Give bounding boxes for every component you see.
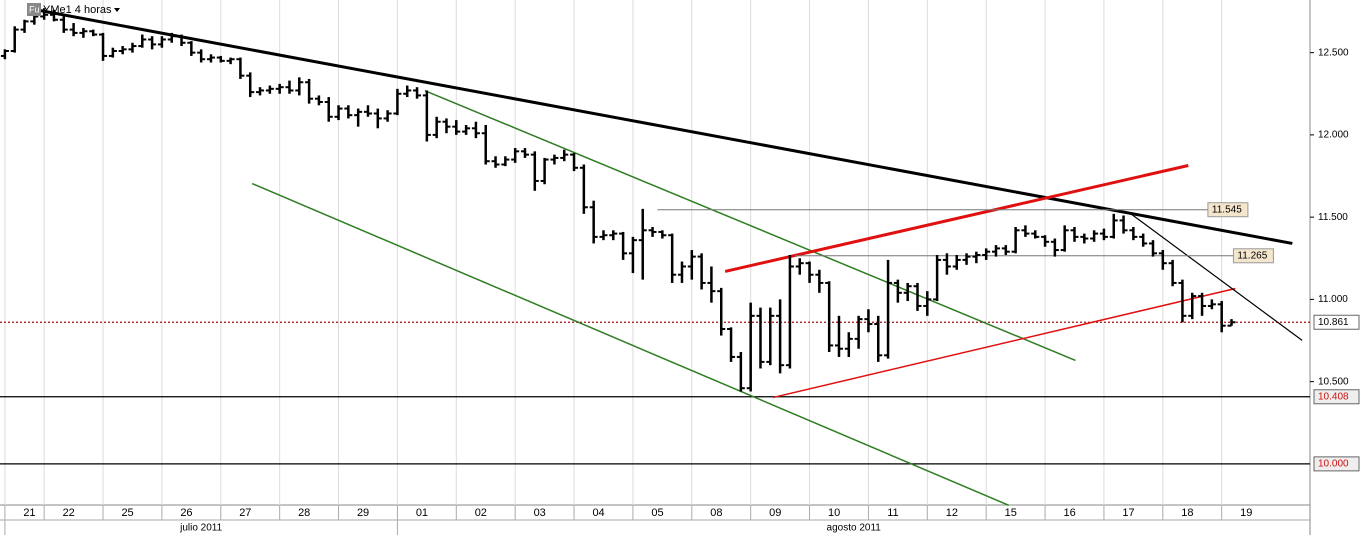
- level-label: 10.408: [1318, 391, 1349, 402]
- x-tick-label: 25: [121, 507, 133, 519]
- x-tick-label: 27: [239, 507, 251, 519]
- trend-line: [424, 89, 1076, 362]
- level-box: [1313, 456, 1360, 472]
- x-tick-label: 18: [1181, 507, 1193, 519]
- x-tick-label: 16: [1063, 507, 1075, 519]
- month-label: agosto 2011: [827, 523, 882, 534]
- trend-line: [773, 287, 1236, 399]
- trend-line: [251, 182, 1010, 507]
- x-tick-label: 04: [592, 507, 604, 519]
- y-tick-label: 11.500: [1318, 212, 1348, 223]
- trend-line: [724, 164, 1189, 273]
- price-box: [1232, 248, 1274, 264]
- x-tick-label: 15: [1005, 507, 1017, 519]
- chart-title[interactable]: YMe1 4 horas: [43, 4, 112, 16]
- x-tick-label: 09: [769, 507, 781, 519]
- x-tick-label: 11: [887, 507, 898, 519]
- x-tick-label: 12: [946, 507, 958, 519]
- x-tick-label: 02: [475, 507, 487, 519]
- y-tick-label: 12.000: [1318, 130, 1349, 141]
- x-tick-label: 10: [828, 507, 840, 519]
- x-tick-label: 22: [63, 507, 75, 519]
- x-tick-label: 26: [180, 507, 192, 519]
- x-tick-label: 03: [534, 507, 546, 519]
- level-label: 10.000: [1318, 459, 1349, 470]
- symbol-badge-box: [27, 3, 41, 16]
- level-box: [1313, 314, 1360, 330]
- x-tick-label: 08: [710, 507, 722, 519]
- price-label: 11.545: [1212, 204, 1242, 215]
- y-tick-label: 12.500: [1318, 47, 1349, 58]
- price-label: 11.265: [1237, 250, 1267, 261]
- level-box: [1313, 389, 1360, 405]
- y-tick-label: 11.000: [1318, 294, 1348, 305]
- month-label: julio 2011: [179, 523, 223, 534]
- level-label: 10.861: [1318, 317, 1349, 328]
- x-tick-label: 05: [651, 507, 663, 519]
- x-tick-label: 28: [298, 507, 310, 519]
- symbol-badge: Fu: [29, 4, 40, 14]
- x-tick-label: 17: [1122, 507, 1134, 519]
- trend-line: [1130, 213, 1303, 341]
- price-box: [1207, 202, 1249, 218]
- x-tick-label: 21: [23, 507, 35, 519]
- x-tick-label: 01: [416, 507, 428, 519]
- dropdown-arrow[interactable]: [114, 8, 120, 12]
- trend-line: [30, 7, 1293, 245]
- x-tick-label: 19: [1240, 507, 1252, 519]
- x-tick-label: 29: [357, 507, 369, 519]
- y-tick-label: 10.500: [1318, 376, 1349, 387]
